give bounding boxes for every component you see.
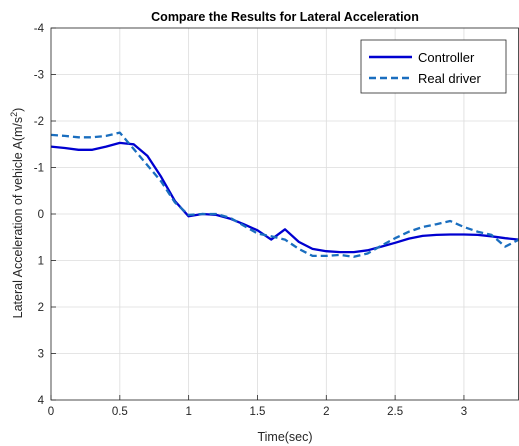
legend-label-controller: Controller (418, 50, 475, 65)
chart-title: Compare the Results for Lateral Accelera… (151, 10, 419, 24)
y-axis-label-text: Lateral Acceleration of vehicle A(m/s (11, 117, 25, 319)
y-axis-label: Lateral Acceleration of vehicle A(m/s2) (9, 108, 25, 319)
series-line-real-driver (50, 131, 519, 258)
x-tick-label: 0 (48, 406, 54, 418)
y-tick-label: -4 (34, 23, 45, 35)
y-tick-label: 3 (38, 349, 44, 361)
x-tick-label: 2.5 (387, 406, 403, 418)
y-tick-label: 0 (38, 209, 44, 221)
x-tick-label: 1 (185, 406, 191, 418)
y-tick-label: -1 (34, 163, 44, 175)
x-tick-label: 2 (323, 406, 329, 418)
series-group (50, 131, 519, 258)
x-axis-label: Time(sec) (257, 430, 312, 444)
legend: Controller Real driver (360, 39, 507, 94)
x-tick-labels: 0 0.5 1 1.5 2 2.5 3 (48, 406, 467, 418)
legend-box (360, 39, 507, 94)
x-tick-label: 1.5 (249, 406, 265, 418)
y-tick-label: -2 (34, 116, 44, 128)
ticks (50, 27, 465, 401)
y-tick-labels: -4 -3 -2 -1 0 1 2 3 4 (34, 23, 45, 407)
y-tick-label: 2 (38, 302, 44, 314)
legend-label-real-driver: Real driver (418, 71, 482, 86)
y-tick-label: 4 (38, 395, 45, 407)
y-axis-label-suffix: ) (11, 108, 25, 112)
y-axis-label-superscript: 2 (9, 112, 19, 117)
x-tick-label: 0.5 (112, 406, 128, 418)
x-tick-label: 3 (461, 406, 467, 418)
y-tick-label: -3 (34, 70, 44, 82)
y-tick-label: 1 (38, 256, 44, 268)
